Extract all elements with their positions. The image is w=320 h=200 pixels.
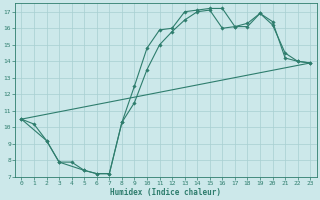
X-axis label: Humidex (Indice chaleur): Humidex (Indice chaleur) xyxy=(110,188,221,197)
